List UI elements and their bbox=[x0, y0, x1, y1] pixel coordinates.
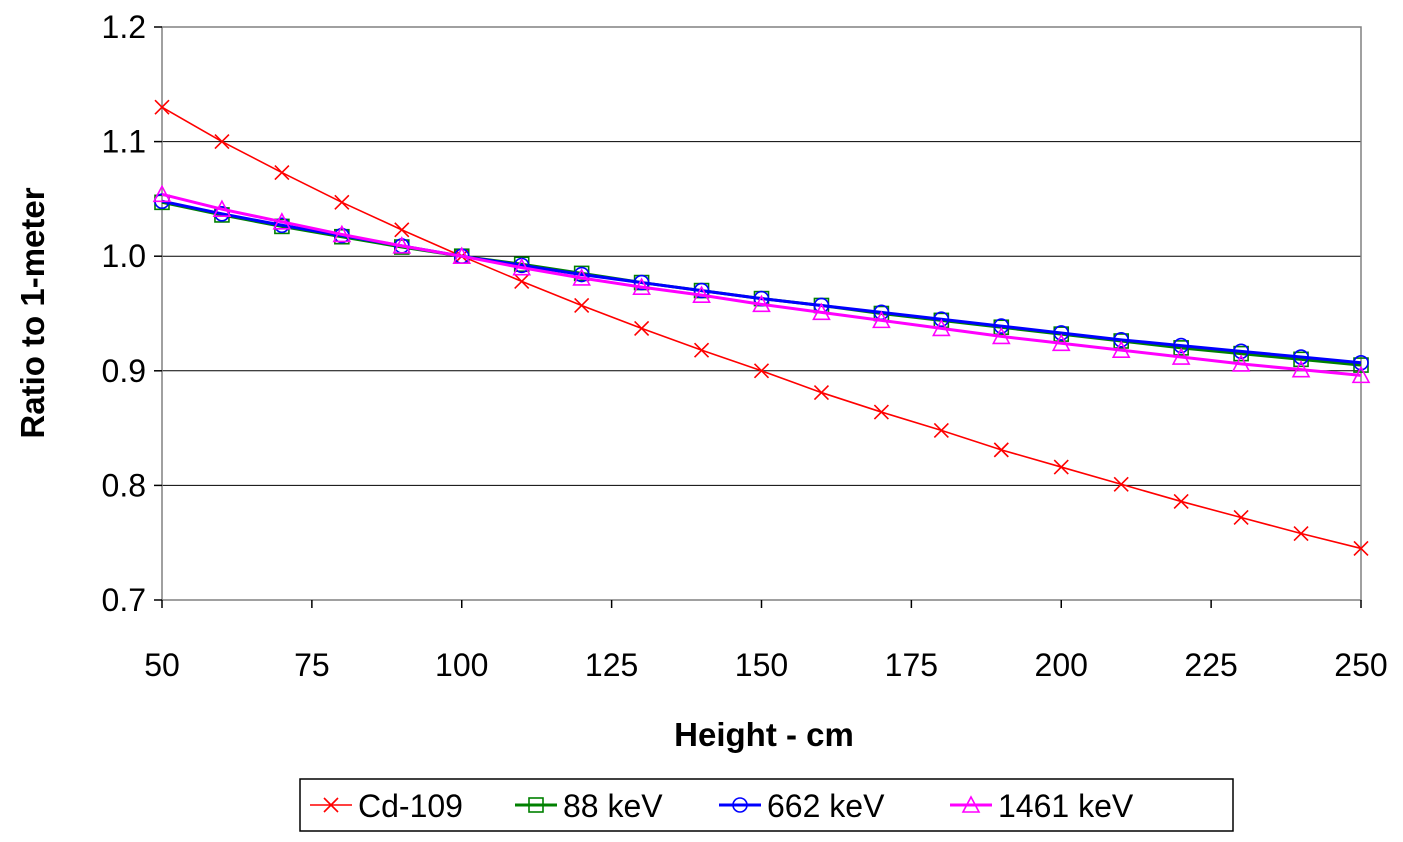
data-point bbox=[813, 385, 830, 401]
data-point bbox=[693, 342, 710, 358]
x-tick-label: 125 bbox=[585, 647, 638, 683]
data-point bbox=[993, 442, 1009, 458]
data-point bbox=[692, 285, 711, 303]
data-point bbox=[1293, 525, 1309, 542]
data-point bbox=[753, 363, 770, 379]
data-point bbox=[1053, 325, 1070, 341]
data-point bbox=[932, 318, 951, 337]
data-point bbox=[1111, 340, 1131, 358]
data-point bbox=[1291, 359, 1311, 378]
data-point bbox=[1351, 365, 1371, 384]
data-point bbox=[632, 277, 651, 295]
data-point bbox=[574, 297, 590, 314]
data-point bbox=[991, 326, 1011, 345]
data-point bbox=[1051, 333, 1071, 352]
x-axis-title: Height - cm bbox=[674, 716, 854, 753]
legend-entry-1461-kev: 1461 keV bbox=[950, 788, 1134, 824]
data-point bbox=[1353, 540, 1369, 556]
data-point bbox=[933, 422, 949, 438]
legend-marker bbox=[732, 797, 748, 813]
y-axis-title: Ratio to 1-meter bbox=[14, 187, 51, 438]
data-point bbox=[274, 164, 290, 181]
series-line bbox=[161, 106, 1362, 550]
series-1461-kev bbox=[152, 184, 1371, 384]
data-point bbox=[872, 310, 891, 329]
data-point bbox=[993, 318, 1010, 334]
data-point bbox=[1293, 349, 1309, 365]
y-tick-label: 0.7 bbox=[102, 582, 146, 618]
y-tick-label: 0.9 bbox=[102, 353, 146, 389]
x-tick-label: 200 bbox=[1035, 647, 1088, 683]
x-tick-label: 250 bbox=[1334, 647, 1387, 683]
data-point bbox=[933, 311, 950, 328]
x-tick-label: 225 bbox=[1184, 647, 1237, 683]
y-tick-label: 1.0 bbox=[102, 238, 146, 274]
legend-entry-88-kev: 88 keV bbox=[515, 788, 663, 824]
legend-label: 1461 keV bbox=[998, 788, 1134, 824]
data-point bbox=[1231, 354, 1251, 372]
series-group bbox=[152, 99, 1371, 556]
series-662-kev bbox=[154, 193, 1369, 371]
data-point bbox=[812, 302, 831, 321]
data-point bbox=[272, 212, 292, 230]
legend-label: Cd-109 bbox=[358, 788, 463, 824]
data-point bbox=[693, 282, 710, 299]
data-point bbox=[1233, 343, 1249, 360]
data-point bbox=[1113, 476, 1129, 492]
series-line bbox=[161, 192, 1362, 377]
data-point bbox=[152, 184, 172, 203]
legend-entry-662-kev: 662 keV bbox=[719, 788, 885, 824]
y-tick-label: 1.2 bbox=[102, 9, 146, 45]
data-point bbox=[1353, 354, 1369, 371]
gridlines bbox=[162, 26, 1361, 486]
data-point bbox=[394, 222, 410, 238]
legend-marker bbox=[961, 795, 981, 813]
data-point bbox=[154, 99, 170, 115]
legend-marker bbox=[323, 797, 339, 813]
data-point bbox=[334, 194, 350, 210]
data-point bbox=[1113, 332, 1129, 348]
data-point bbox=[332, 224, 352, 243]
legend-entry-cd-109: Cd-109 bbox=[310, 788, 463, 824]
x-tick-label: 50 bbox=[144, 647, 180, 683]
x-tick-label: 150 bbox=[735, 647, 788, 683]
legend: Cd-109 88 keV 662 keV 1461 keV bbox=[299, 778, 1234, 832]
data-point bbox=[573, 266, 590, 283]
data-point bbox=[572, 268, 591, 286]
legend-box bbox=[299, 778, 1234, 832]
data-point bbox=[1171, 347, 1191, 365]
data-point bbox=[1173, 337, 1189, 354]
legend-label: 88 keV bbox=[563, 788, 663, 824]
series-cd-109 bbox=[154, 99, 1369, 556]
data-point bbox=[1053, 459, 1069, 475]
data-point bbox=[214, 134, 230, 150]
data-point bbox=[512, 257, 532, 276]
legend-label: 662 keV bbox=[767, 788, 885, 824]
data-point bbox=[212, 199, 232, 218]
data-point bbox=[1233, 509, 1249, 526]
data-point bbox=[392, 236, 412, 254]
x-tick-label: 75 bbox=[294, 647, 330, 683]
data-point bbox=[873, 404, 889, 420]
plot-area bbox=[161, 26, 1362, 601]
data-point bbox=[752, 294, 771, 313]
data-point bbox=[634, 320, 650, 336]
data-point bbox=[1173, 493, 1189, 510]
legend-marker bbox=[528, 797, 544, 813]
x-tick-label: 100 bbox=[435, 647, 488, 683]
y-tick-label: 0.8 bbox=[102, 467, 146, 503]
data-point bbox=[633, 274, 650, 291]
y-tick-label: 1.1 bbox=[102, 124, 146, 160]
axes: 0.7 0.8 0.9 1.0 1.1 1.2 50 75 100 125 150 175 200 225… bbox=[102, 9, 1388, 683]
data-point bbox=[514, 273, 530, 289]
data-point bbox=[452, 246, 472, 264]
x-tick-label: 175 bbox=[885, 647, 938, 683]
